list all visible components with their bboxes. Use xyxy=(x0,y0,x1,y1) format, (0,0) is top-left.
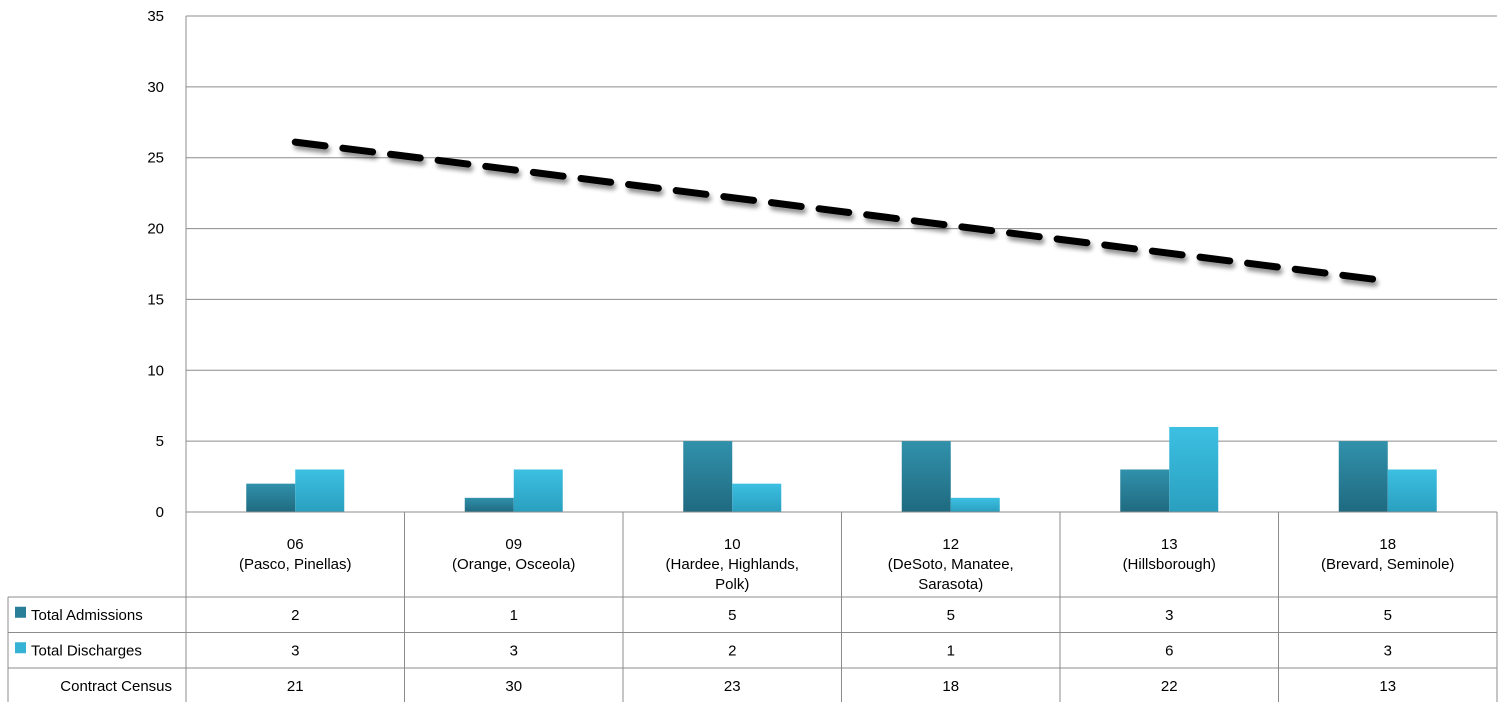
category-label: 06 xyxy=(287,536,304,553)
table-cell: 3 xyxy=(1384,642,1392,659)
category-label: Sarasota) xyxy=(918,576,983,593)
bar xyxy=(901,441,951,512)
table-cell: 1 xyxy=(510,607,518,624)
table-cell: 2 xyxy=(291,607,299,624)
table-cell: 5 xyxy=(1384,607,1392,624)
table-cell: 5 xyxy=(728,607,736,624)
bar xyxy=(950,497,1000,512)
series-name: Contract Census xyxy=(60,678,172,695)
table-cell: 5 xyxy=(947,607,955,624)
legend-swatch xyxy=(15,642,26,654)
table-cell: 3 xyxy=(291,642,299,659)
bar xyxy=(683,441,733,512)
bar xyxy=(295,469,345,512)
bar xyxy=(1120,469,1170,512)
table-cell: 21 xyxy=(287,678,304,695)
bar xyxy=(246,483,296,512)
y-tick-label: 5 xyxy=(156,433,164,450)
category-label: (Hillsborough) xyxy=(1123,556,1216,573)
bar xyxy=(732,483,782,512)
table-cell: 13 xyxy=(1379,678,1396,695)
table-cell: 2 xyxy=(728,642,736,659)
table-cell: 22 xyxy=(1161,678,1178,695)
table-cell: 18 xyxy=(942,678,959,695)
category-label: (DeSoto, Manatee, xyxy=(888,556,1014,573)
y-tick-label: 30 xyxy=(147,79,164,96)
bar xyxy=(464,497,514,512)
category-label: 18 xyxy=(1379,536,1396,553)
category-label: 13 xyxy=(1161,536,1178,553)
bar xyxy=(513,469,563,512)
category-label: (Brevard, Seminole) xyxy=(1321,556,1454,573)
trendline xyxy=(291,138,1392,285)
y-tick-label: 25 xyxy=(147,150,164,167)
bar xyxy=(1387,469,1437,512)
category-label: (Orange, Osceola) xyxy=(452,556,575,573)
category-label: 12 xyxy=(942,536,959,553)
category-label: 10 xyxy=(724,536,741,553)
y-tick-label: 35 xyxy=(147,8,164,25)
series-name: Total Admissions xyxy=(31,607,143,624)
category-label: (Pasco, Pinellas) xyxy=(239,556,352,573)
bars xyxy=(246,426,1437,512)
table-cell: 1 xyxy=(947,642,955,659)
table-cell: 3 xyxy=(1165,607,1173,624)
y-tick-label: 20 xyxy=(147,221,164,238)
y-tick-label: 15 xyxy=(147,291,164,308)
series-name: Total Discharges xyxy=(31,642,142,659)
data-table: 06 (Pasco, Pinellas) 09 (Orange, Osceola) 10… xyxy=(7,511,1498,702)
legend-swatch xyxy=(15,606,26,618)
table-cell: 6 xyxy=(1165,642,1173,659)
y-axis-ticks: 0 5 10 15 20 25 30 35 xyxy=(147,8,164,521)
bar xyxy=(1169,426,1219,512)
y-tick-label: 10 xyxy=(147,362,164,379)
category-label: (Hardee, Highlands, xyxy=(666,556,799,573)
gridlines xyxy=(185,15,1497,513)
table-cell: 30 xyxy=(505,678,522,695)
y-tick-label: 0 xyxy=(156,504,164,521)
trendline-line xyxy=(291,138,1392,285)
table-cell: 23 xyxy=(724,678,741,695)
table-cell: 3 xyxy=(510,642,518,659)
bar xyxy=(1338,441,1388,512)
category-label: 09 xyxy=(505,536,522,553)
category-label: Polk) xyxy=(715,576,749,593)
